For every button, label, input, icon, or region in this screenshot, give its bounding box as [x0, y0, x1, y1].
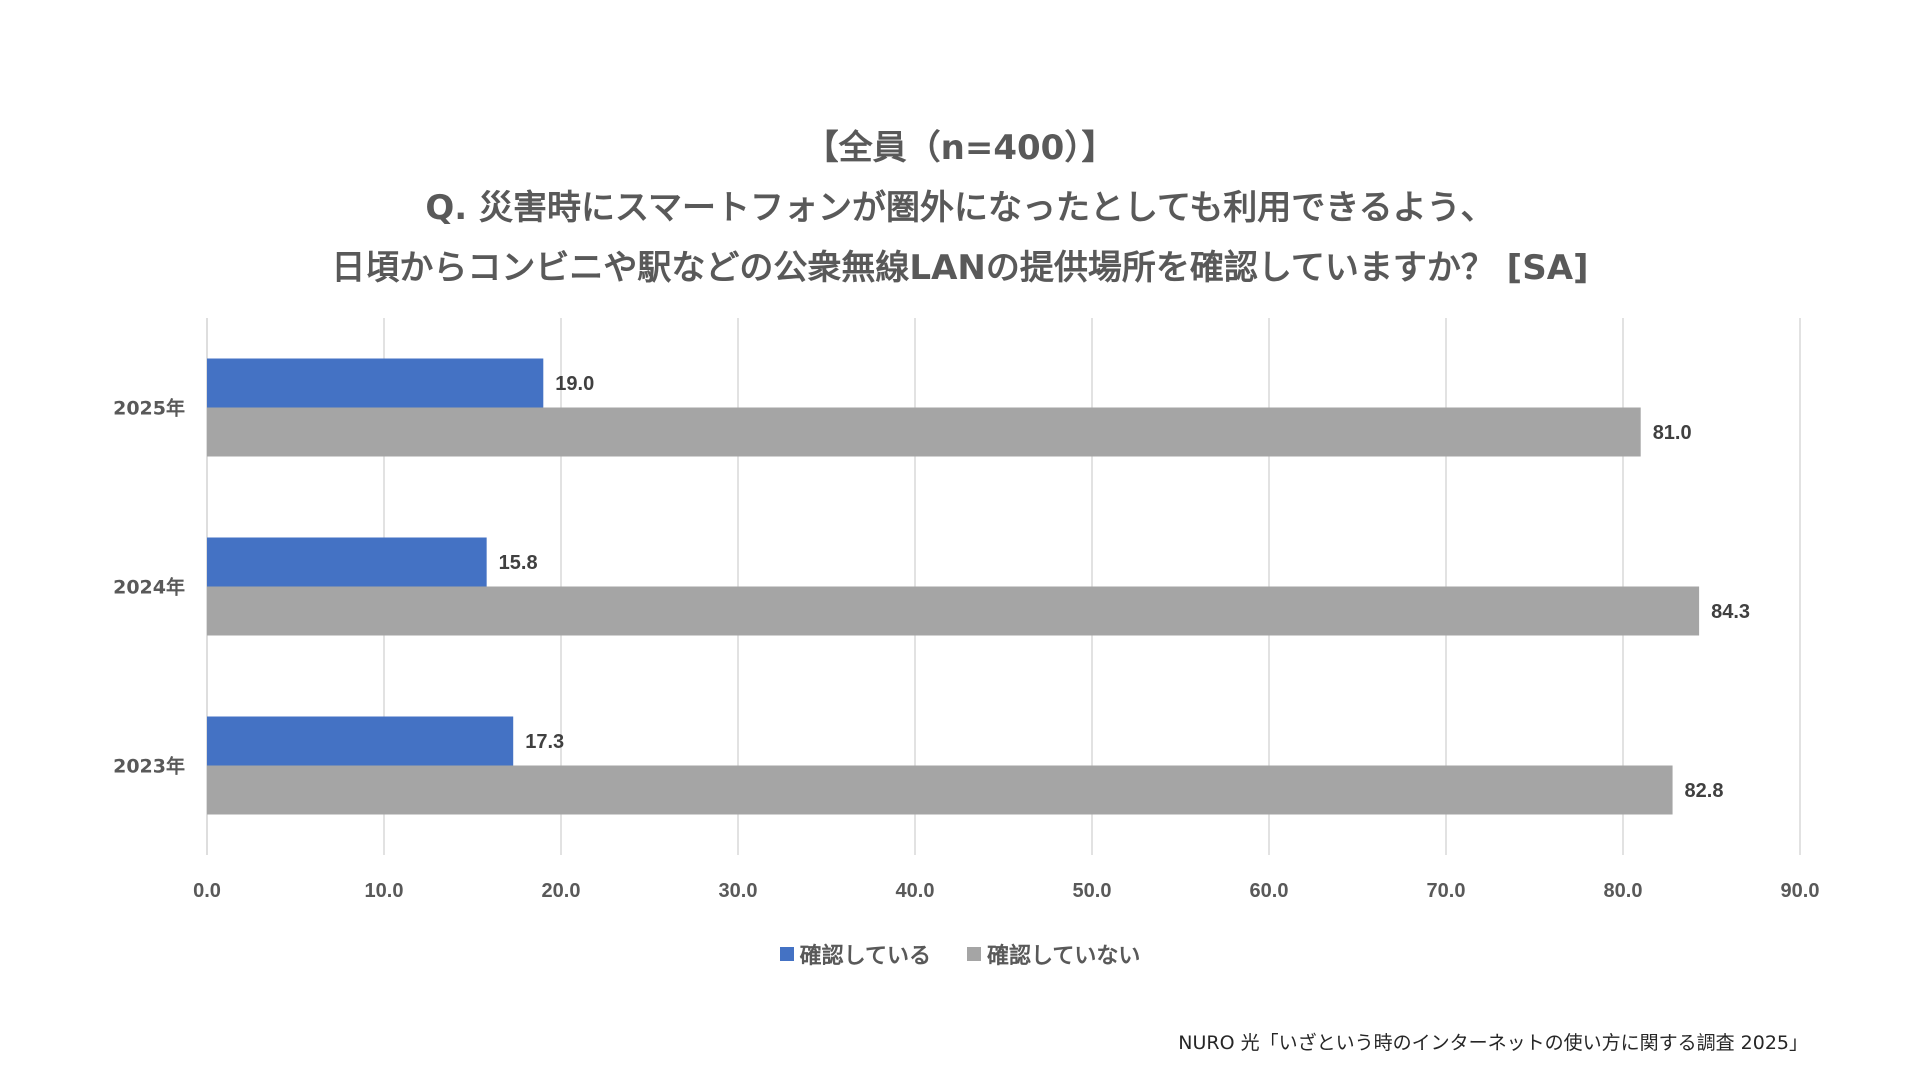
x-tick-label: 90.0: [1781, 880, 1820, 902]
data-label: 82.8: [1685, 780, 1724, 802]
bar-confirmed: [207, 537, 487, 587]
data-label: 81.0: [1653, 422, 1692, 444]
data-label: 19.0: [555, 373, 594, 395]
bar-not-confirmed: [207, 407, 1641, 457]
source-note: NURO 光「いざという時のインターネットの使い方に関する調査 2025」: [1178, 1032, 1808, 1054]
x-tick-label: 10.0: [365, 880, 404, 902]
title-line-3: 日頃からコンビニや駅などの公衆無線LANの提供場所を確認していますか？ [SA]: [331, 248, 1589, 288]
bar-confirmed: [207, 358, 544, 408]
bar-confirmed: [207, 716, 514, 766]
category-label: 2024年: [113, 576, 185, 599]
title-line-2: Q. 災害時にスマートフォンが圏外になったとしても利用できるよう、: [425, 188, 1495, 228]
x-tick-label: 0.0: [193, 880, 221, 902]
legend-swatch-blue: [779, 947, 794, 961]
x-tick-label: 20.0: [542, 880, 581, 902]
title-line-1: 【全員（n=400）】: [804, 128, 1116, 168]
category-label: 2025年: [113, 397, 185, 420]
legend-label-series-0: 確認している: [799, 944, 931, 969]
legend: 確認している 確認していない: [0, 938, 1920, 970]
labels: 0.0 10.0 20.0 30.0 40.0 50.0 60.0 70.0 80.0 90.0 1…: [113, 373, 1819, 902]
legend-item-series-1: 確認していない: [967, 938, 1140, 970]
x-tick-label: 70.0: [1427, 880, 1466, 902]
x-tick-label: 80.0: [1604, 880, 1643, 902]
legend-swatch-gray: [967, 947, 981, 961]
data-label: 15.8: [499, 552, 538, 574]
x-tick-label: 40.0: [896, 880, 935, 902]
x-tick-label: 50.0: [1073, 880, 1112, 902]
legend-label-series-1: 確認していない: [987, 944, 1141, 969]
chart-title: 【全員（n=400）】 Q. 災害時にスマートフォンが圏外になったとしても利用で…: [0, 118, 1920, 298]
bar-not-confirmed: [207, 765, 1673, 815]
bar-not-confirmed: [207, 586, 1700, 636]
data-label: 84.3: [1711, 601, 1750, 623]
data-label: 17.3: [525, 731, 564, 753]
legend-item-series-0: 確認している: [779, 938, 931, 970]
category-label: 2023年: [113, 755, 185, 778]
x-tick-label: 60.0: [1250, 880, 1289, 902]
bars: [207, 358, 1700, 815]
x-tick-label: 30.0: [719, 880, 758, 902]
